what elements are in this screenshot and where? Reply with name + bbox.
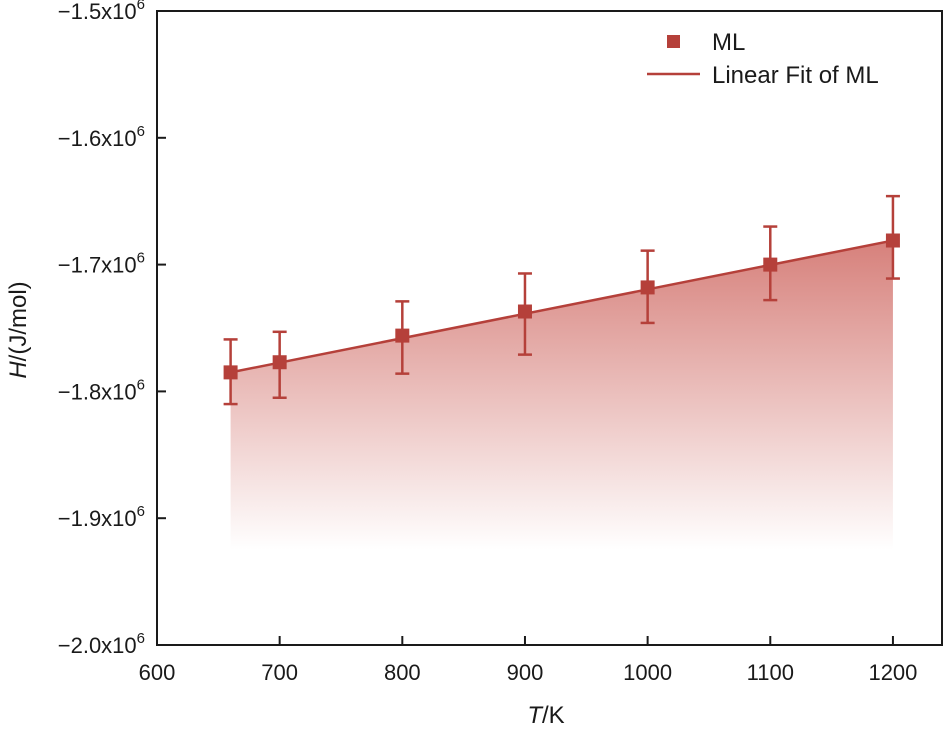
- data-marker: [763, 257, 778, 272]
- data-point: [517, 272, 532, 356]
- x-tick-label: 800: [384, 660, 421, 685]
- points-layer: [223, 194, 900, 406]
- data-marker: [640, 280, 655, 295]
- plot-frame: [156, 10, 943, 646]
- fit-shaded-area: [230, 240, 893, 550]
- fill-layer: [230, 240, 893, 550]
- x-tick-label: 700: [261, 660, 298, 685]
- x-tick-label: 1000: [623, 660, 672, 685]
- x-axis-title-unit: /K: [542, 702, 565, 729]
- data-marker: [272, 355, 287, 370]
- data-point: [640, 249, 655, 325]
- y-tick-label: −2.0x106: [58, 630, 145, 658]
- legend-marker-ml: [667, 35, 680, 48]
- y-tick-label: −1.9x106: [58, 503, 145, 531]
- data-point: [395, 300, 410, 375]
- y-axis-title-unit: /(J/mol): [5, 281, 32, 361]
- x-tick-label: 1100: [747, 660, 794, 685]
- y-tick-label: −1.5x106: [58, 0, 145, 24]
- y-tick-label: −1.8x106: [58, 376, 145, 404]
- data-point: [272, 330, 287, 399]
- data-marker: [395, 328, 410, 343]
- legend: ML Linear Fit of ML: [647, 29, 879, 89]
- y-axis-title: H/(J/mol): [5, 281, 32, 378]
- data-marker: [885, 233, 900, 248]
- x-axis-ticks: 600 700 800 900 1000 1100 1200: [139, 636, 917, 685]
- fit-layer: [230, 239, 894, 374]
- linear-fit-line: [230, 239, 894, 374]
- y-tick-label: −1.7x106: [58, 250, 145, 278]
- data-point: [885, 194, 900, 280]
- x-tick-label: 900: [507, 660, 544, 685]
- data-point: [223, 338, 238, 406]
- x-tick-label: 1200: [868, 660, 917, 685]
- data-marker: [517, 304, 532, 319]
- x-axis-title: T/K: [527, 702, 564, 729]
- y-axis-ticks: −1.5x106 −1.6x106 −1.7x106 −1.8x106 −1.9x106…: [58, 0, 166, 658]
- data-marker: [223, 365, 238, 380]
- data-point: [763, 225, 778, 302]
- x-axis-title-symbol: T: [527, 702, 544, 729]
- legend-label-ml: ML: [712, 29, 745, 56]
- y-tick-label: −1.6x106: [58, 123, 145, 151]
- x-tick-label: 600: [139, 660, 176, 685]
- y-axis-title-symbol: H: [5, 361, 32, 379]
- legend-label-fit: Linear Fit of ML: [712, 62, 879, 89]
